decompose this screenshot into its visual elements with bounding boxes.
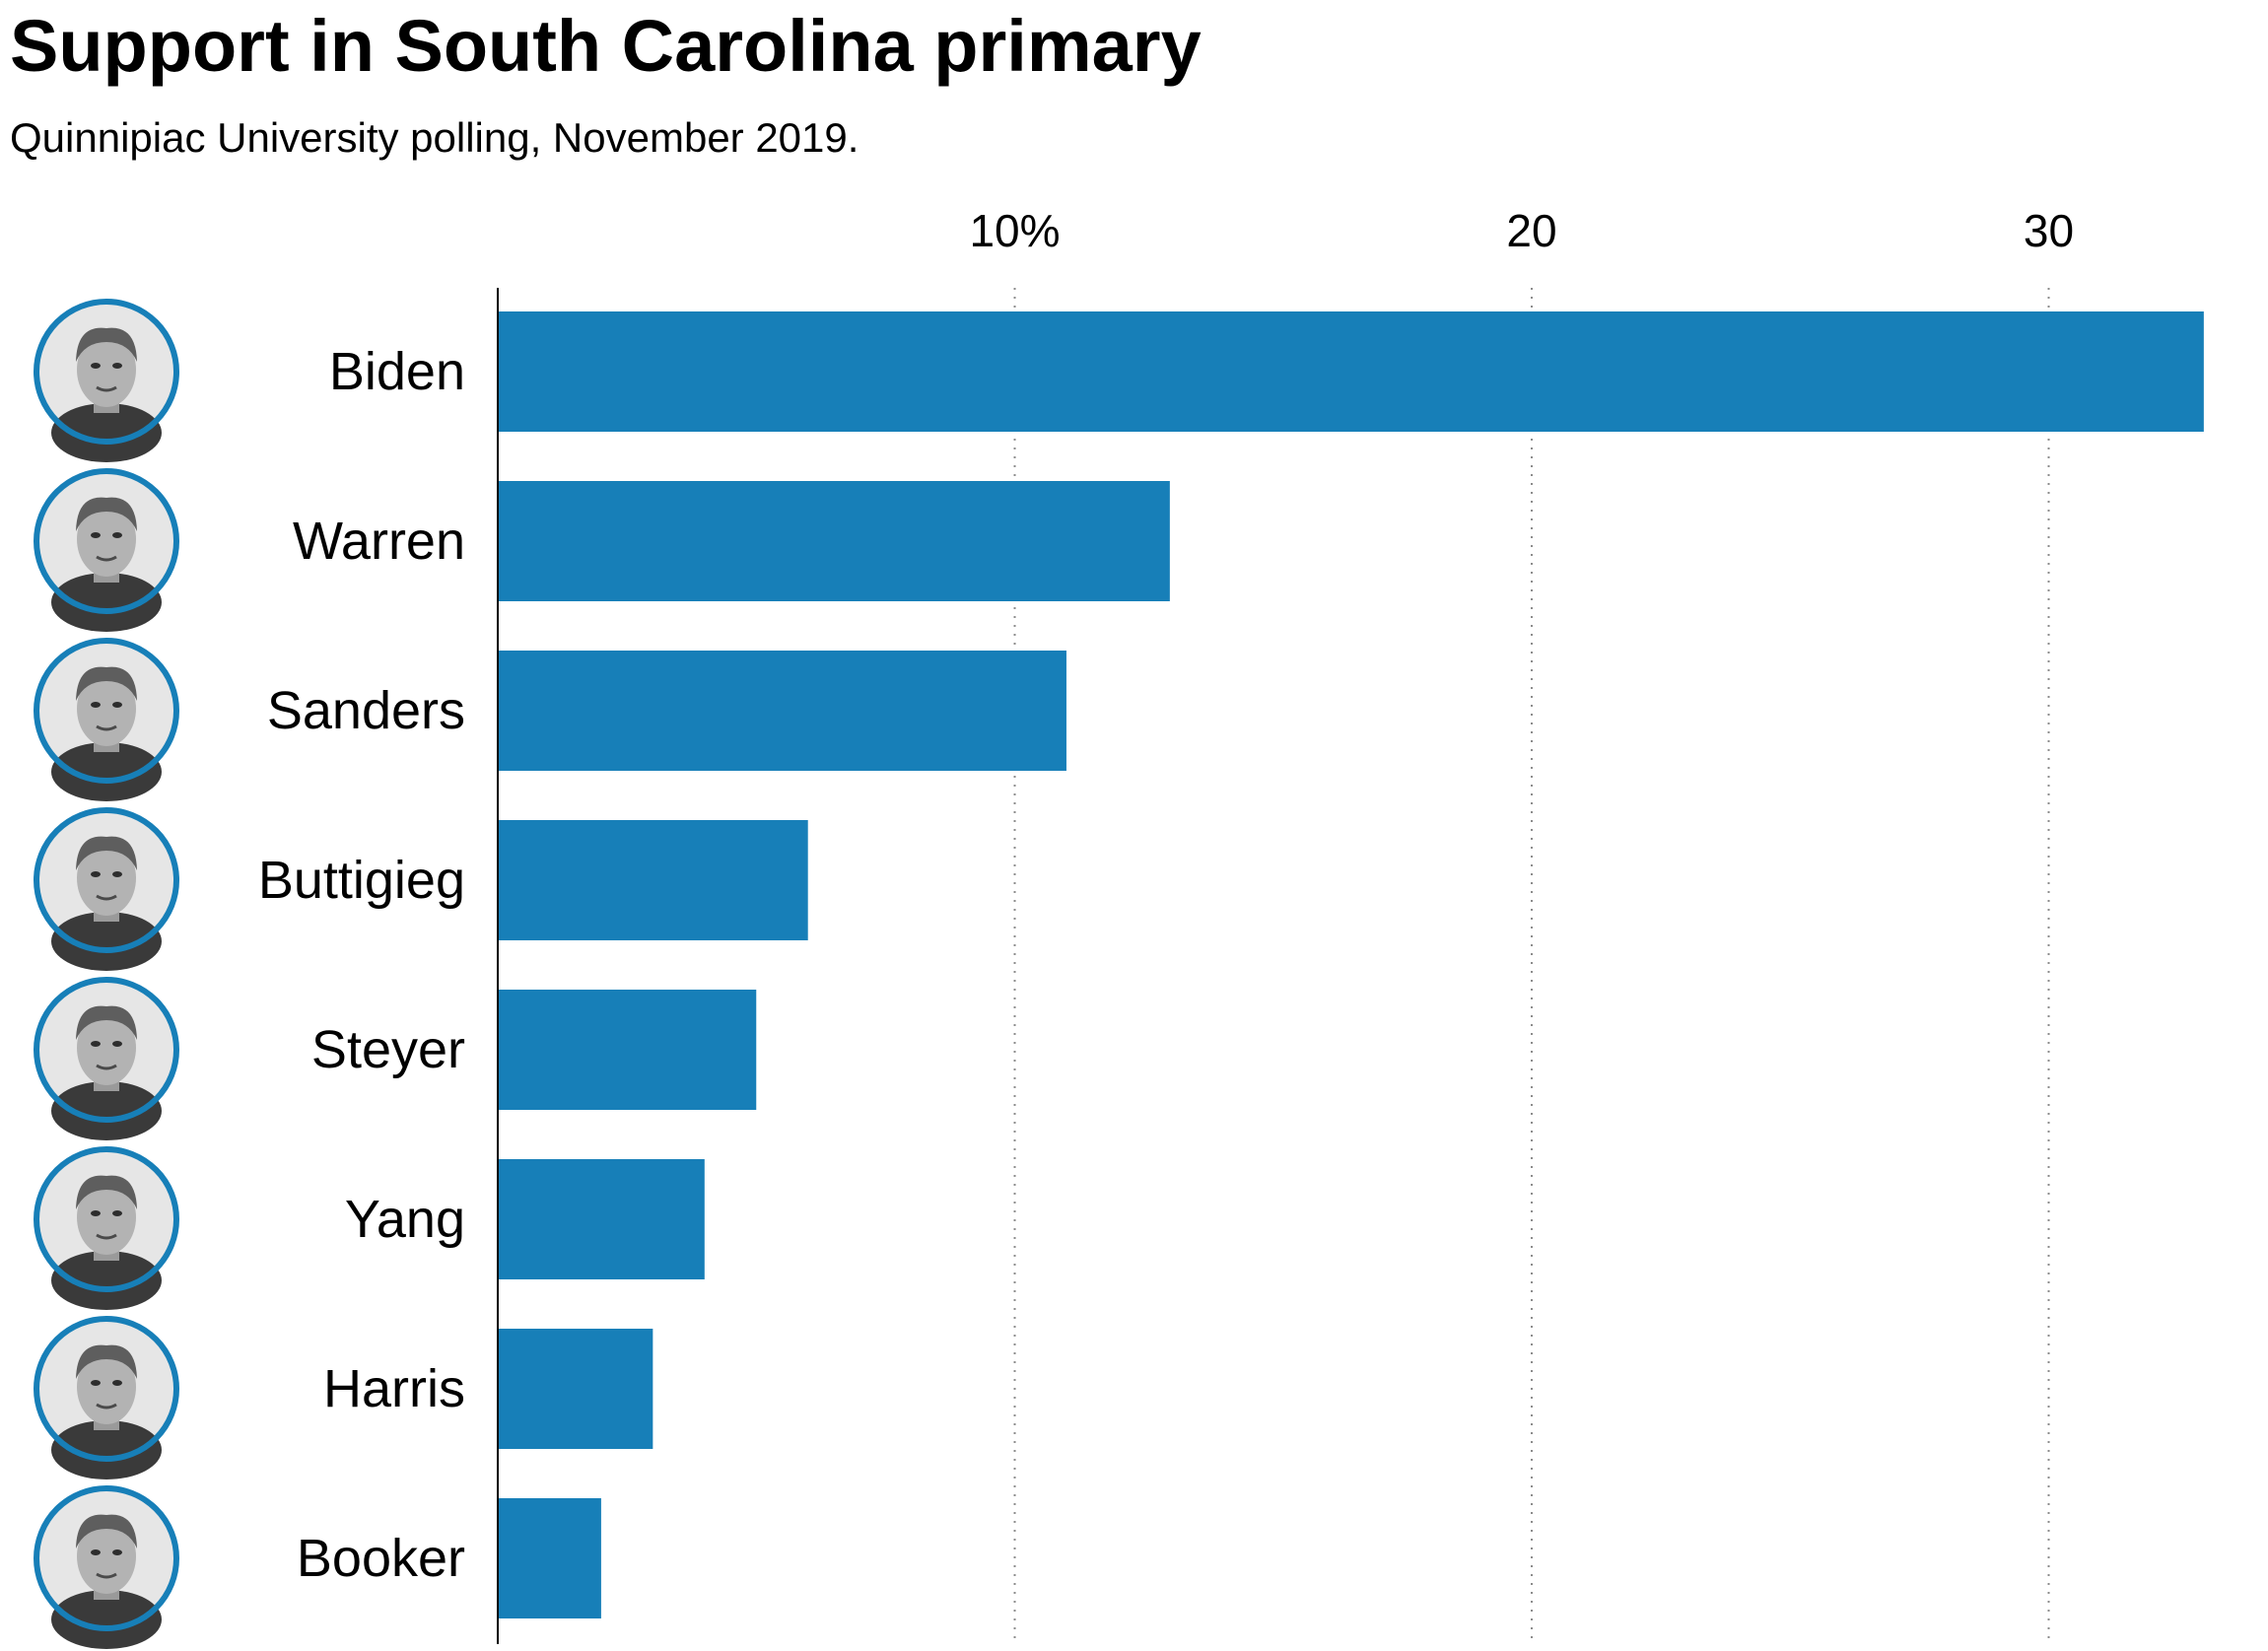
bar-yang — [498, 1159, 705, 1279]
category-labels: Biden Warren Sanders Buttigieg Steyer Yang Har… — [258, 342, 465, 1588]
chart-title: Support in South Carolina primary — [10, 5, 1202, 87]
avatars — [34, 299, 179, 1649]
category-label: Biden — [329, 342, 465, 401]
sanders-portrait-icon — [34, 638, 179, 801]
chart-subtitle: Quinnipiac University polling, November … — [10, 114, 859, 161]
yang-portrait-icon — [34, 1146, 179, 1310]
category-label: Sanders — [267, 681, 465, 740]
bar-warren — [498, 481, 1170, 601]
harris-portrait-icon — [34, 1316, 179, 1479]
booker-portrait-icon — [34, 1485, 179, 1649]
category-label: Yang — [345, 1190, 465, 1249]
x-tick-labels: 10% 20 30 — [969, 205, 2074, 256]
biden-portrait-icon — [34, 299, 179, 462]
x-tick-label: 30 — [2024, 205, 2074, 256]
bar-biden — [498, 311, 2204, 432]
category-label: Steyer — [311, 1020, 465, 1079]
bar-booker — [498, 1498, 601, 1618]
bar-harris — [498, 1329, 653, 1449]
buttigieg-portrait-icon — [34, 807, 179, 971]
warren-portrait-icon — [34, 468, 179, 632]
steyer-portrait-icon — [34, 977, 179, 1140]
bars — [498, 311, 2204, 1618]
category-label: Harris — [323, 1359, 465, 1418]
bar-sanders — [498, 651, 1066, 771]
x-tick-label: 20 — [1506, 205, 1556, 256]
category-label: Warren — [293, 512, 465, 571]
bar-steyer — [498, 990, 757, 1110]
category-label: Buttigieg — [258, 851, 465, 910]
bar-buttigieg — [498, 820, 808, 940]
category-label: Booker — [297, 1529, 465, 1588]
x-tick-label: 10% — [969, 205, 1060, 256]
